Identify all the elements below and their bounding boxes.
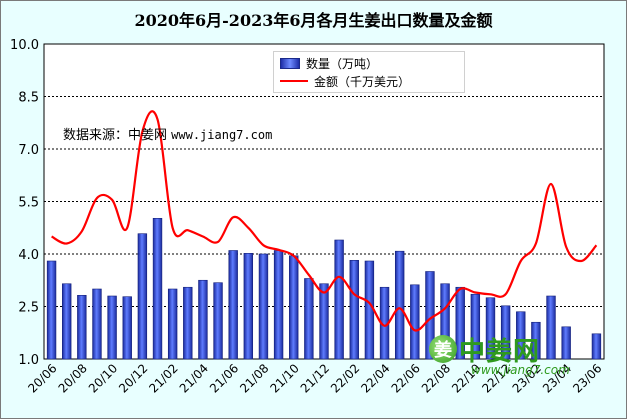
watermark-logo: 姜 中姜网 bbox=[429, 334, 540, 367]
y-tick-label: 10.0 bbox=[10, 38, 39, 53]
bar bbox=[364, 260, 375, 360]
legend-label-amount: 金额（千万美元） bbox=[314, 74, 411, 89]
bar bbox=[500, 305, 511, 360]
bar bbox=[77, 294, 87, 360]
bar bbox=[46, 260, 57, 360]
bar bbox=[319, 283, 329, 360]
bar bbox=[198, 279, 208, 360]
amount-line bbox=[51, 110, 598, 332]
data-source-url: www.jiang7.com bbox=[171, 128, 273, 142]
bar bbox=[349, 259, 359, 360]
bar bbox=[334, 239, 344, 360]
legend-entry-volume: 数量（万吨） bbox=[280, 55, 378, 71]
x-tick-label: 21/10 bbox=[267, 361, 301, 395]
watermark-text: 中姜网 bbox=[459, 336, 541, 367]
bar bbox=[485, 297, 496, 360]
data-source-note: 数据来源：中姜网 www.jiang7.com bbox=[63, 124, 272, 143]
bar bbox=[152, 218, 163, 360]
y-tick-label: 2.5 bbox=[18, 301, 39, 316]
bar bbox=[62, 283, 72, 360]
x-tick-label: 23/06 bbox=[570, 361, 604, 395]
bar bbox=[516, 311, 526, 360]
bar bbox=[546, 295, 556, 360]
y-tick-label: 4.0 bbox=[18, 248, 39, 263]
legend-swatch-line bbox=[280, 80, 308, 82]
y-tick-label: 1.0 bbox=[18, 353, 39, 368]
bar bbox=[137, 233, 148, 360]
legend: 数量（万吨） 金额（千万美元） bbox=[273, 51, 465, 93]
bar bbox=[167, 288, 178, 360]
bar bbox=[591, 333, 602, 360]
x-tick-label: 21/06 bbox=[207, 361, 241, 395]
x-tick-label: 21/08 bbox=[237, 361, 271, 395]
bar bbox=[183, 286, 193, 360]
legend-entry-amount: 金额（千万美元） bbox=[280, 73, 410, 89]
bar bbox=[122, 296, 132, 360]
bar bbox=[289, 255, 299, 360]
y-tick-label: 8.5 bbox=[18, 91, 39, 106]
y-tick-label: 5.5 bbox=[18, 196, 39, 211]
bar bbox=[561, 326, 571, 360]
bar bbox=[394, 250, 405, 360]
bar bbox=[410, 284, 420, 360]
x-tick-label: 20/12 bbox=[116, 361, 150, 395]
chart-title: 2020年6月-2023年6月各月生姜出口数量及金额 bbox=[134, 11, 493, 30]
x-tick-label: 20/10 bbox=[86, 361, 120, 395]
x-tick-label: 22/04 bbox=[358, 361, 392, 395]
bar bbox=[213, 282, 223, 360]
bar bbox=[531, 321, 541, 360]
bar bbox=[470, 293, 481, 360]
x-tick-label: 21/12 bbox=[298, 361, 332, 395]
bar-series bbox=[46, 218, 602, 360]
x-tick-label: 20/08 bbox=[56, 361, 90, 395]
bar bbox=[258, 253, 269, 360]
bar bbox=[304, 278, 314, 360]
x-tick-label: 22/08 bbox=[419, 361, 453, 395]
x-tick-label: 22/06 bbox=[389, 361, 423, 395]
bar bbox=[92, 288, 102, 360]
bar bbox=[107, 295, 117, 360]
bar bbox=[455, 286, 465, 360]
bar bbox=[243, 253, 254, 360]
x-tick-label: 21/02 bbox=[146, 361, 180, 395]
bar bbox=[228, 250, 238, 360]
legend-label-volume: 数量（万吨） bbox=[306, 56, 379, 71]
y-axis-ticks: 1.0 2.5 4.0 5.5 7.0 8.5 10.0 bbox=[10, 38, 39, 368]
ginger-logo-icon: 姜 bbox=[429, 335, 457, 363]
bar bbox=[273, 250, 284, 360]
x-tick-label: 21/04 bbox=[177, 361, 211, 395]
legend-swatch-bar bbox=[280, 57, 300, 69]
line-series bbox=[51, 110, 598, 332]
x-tick-label: 22/02 bbox=[328, 361, 362, 395]
y-tick-label: 7.0 bbox=[18, 143, 39, 158]
data-source-prefix: 数据来源：中姜网 bbox=[63, 128, 168, 143]
watermark-url: www.jiang7.com bbox=[471, 363, 570, 377]
